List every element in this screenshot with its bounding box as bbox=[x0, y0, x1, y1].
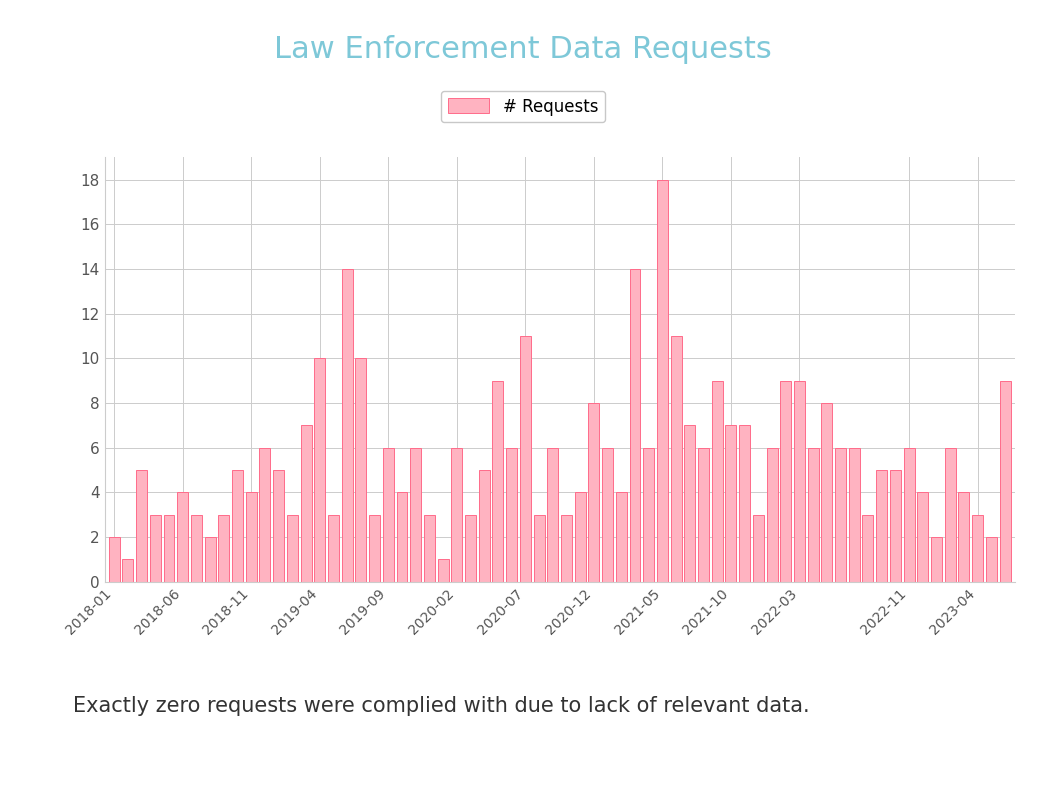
Bar bbox=[342, 269, 353, 582]
Bar bbox=[848, 447, 860, 582]
Bar bbox=[246, 492, 256, 582]
Bar bbox=[259, 447, 271, 582]
Bar bbox=[547, 447, 559, 582]
Bar bbox=[684, 425, 696, 582]
Bar bbox=[780, 380, 791, 582]
Bar bbox=[945, 447, 956, 582]
Bar bbox=[740, 425, 750, 582]
Bar bbox=[191, 515, 202, 582]
Bar bbox=[328, 515, 339, 582]
Bar bbox=[493, 380, 503, 582]
Bar bbox=[150, 515, 161, 582]
Bar bbox=[356, 358, 366, 582]
Bar bbox=[163, 515, 175, 582]
Bar bbox=[177, 492, 188, 582]
Text: Law Enforcement Data Requests: Law Enforcement Data Requests bbox=[274, 35, 772, 64]
Bar bbox=[808, 447, 819, 582]
Bar bbox=[711, 380, 723, 582]
Bar bbox=[300, 425, 312, 582]
Bar bbox=[726, 425, 736, 582]
Bar bbox=[958, 492, 970, 582]
Bar bbox=[287, 515, 298, 582]
Bar bbox=[369, 515, 380, 582]
Bar bbox=[479, 470, 490, 582]
Bar bbox=[931, 537, 942, 582]
Bar bbox=[219, 515, 229, 582]
Bar bbox=[561, 515, 572, 582]
Bar bbox=[314, 358, 325, 582]
Bar bbox=[670, 336, 682, 582]
Bar bbox=[835, 447, 846, 582]
Bar bbox=[136, 470, 147, 582]
Bar bbox=[753, 515, 764, 582]
Bar bbox=[972, 515, 983, 582]
Bar bbox=[451, 447, 462, 582]
Bar bbox=[520, 336, 530, 582]
Bar bbox=[122, 560, 134, 582]
Bar bbox=[767, 447, 777, 582]
Text: Exactly zero requests were complied with due to lack of relevant data.: Exactly zero requests were complied with… bbox=[73, 696, 810, 715]
Bar bbox=[533, 515, 545, 582]
Bar bbox=[506, 447, 517, 582]
Bar bbox=[273, 470, 285, 582]
Bar bbox=[877, 470, 887, 582]
Bar bbox=[589, 403, 599, 582]
Bar bbox=[616, 492, 627, 582]
Legend: # Requests: # Requests bbox=[441, 91, 605, 122]
Bar bbox=[1000, 380, 1010, 582]
Bar bbox=[424, 515, 435, 582]
Bar bbox=[985, 537, 997, 582]
Bar bbox=[205, 537, 215, 582]
Bar bbox=[574, 492, 586, 582]
Bar bbox=[643, 447, 654, 582]
Bar bbox=[465, 515, 476, 582]
Bar bbox=[602, 447, 613, 582]
Bar bbox=[657, 179, 668, 582]
Bar bbox=[410, 447, 422, 582]
Bar bbox=[863, 515, 873, 582]
Bar bbox=[437, 560, 449, 582]
Bar bbox=[917, 492, 928, 582]
Bar bbox=[383, 447, 393, 582]
Bar bbox=[904, 447, 914, 582]
Bar bbox=[794, 380, 805, 582]
Bar bbox=[698, 447, 709, 582]
Bar bbox=[232, 470, 243, 582]
Bar bbox=[890, 470, 901, 582]
Bar bbox=[821, 403, 833, 582]
Bar bbox=[109, 537, 119, 582]
Bar bbox=[630, 269, 640, 582]
Bar bbox=[396, 492, 408, 582]
